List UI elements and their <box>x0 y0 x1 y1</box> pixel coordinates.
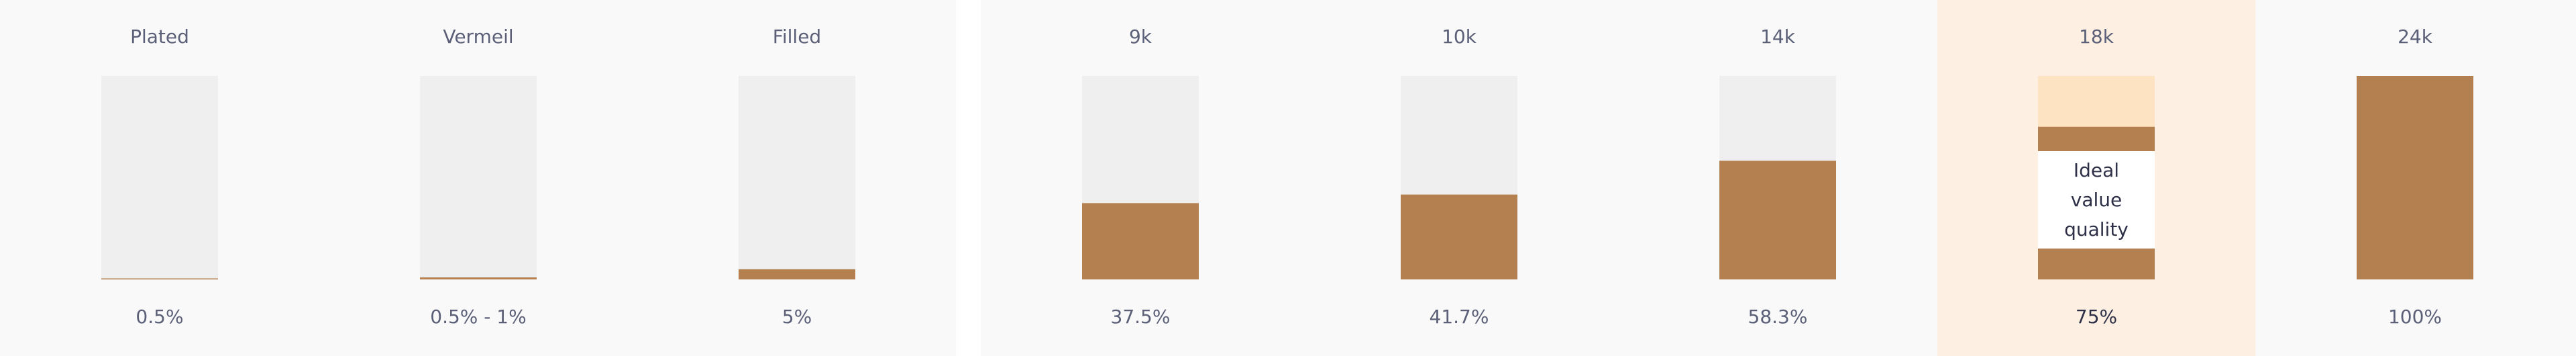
annotation-text: value <box>2071 189 2122 211</box>
category-label: Vermeil <box>443 26 513 48</box>
value-label: 0.5% <box>136 306 183 328</box>
category-label: 18k <box>2079 26 2114 48</box>
bar <box>739 269 855 279</box>
bar-track <box>101 76 218 279</box>
bar <box>2357 76 2473 279</box>
bar-track <box>739 76 855 279</box>
bar <box>420 277 537 279</box>
category-label: 14k <box>1760 26 1796 48</box>
value-label: 75% <box>2076 306 2117 328</box>
annotation-box <box>2038 151 2155 249</box>
value-label: 37.5% <box>1111 306 1171 328</box>
category-label: Plated <box>130 26 189 48</box>
bar <box>1719 161 1836 279</box>
category-label: 9k <box>1129 26 1152 48</box>
bar <box>1401 194 1517 279</box>
bar <box>1082 203 1199 279</box>
value-label: 5% <box>782 306 812 328</box>
bar-track <box>420 76 537 279</box>
category-label: Filled <box>773 26 821 48</box>
category-label: 24k <box>2398 26 2433 48</box>
category-label: 10k <box>1442 26 1477 48</box>
bar <box>101 278 218 279</box>
value-label: 0.5% - 1% <box>430 306 526 328</box>
annotation-text: quality <box>2064 218 2129 240</box>
value-label: 58.3% <box>1748 306 1808 328</box>
value-label: 100% <box>2388 306 2442 328</box>
value-label: 41.7% <box>1430 306 1489 328</box>
annotation-text: Ideal <box>2074 159 2119 181</box>
